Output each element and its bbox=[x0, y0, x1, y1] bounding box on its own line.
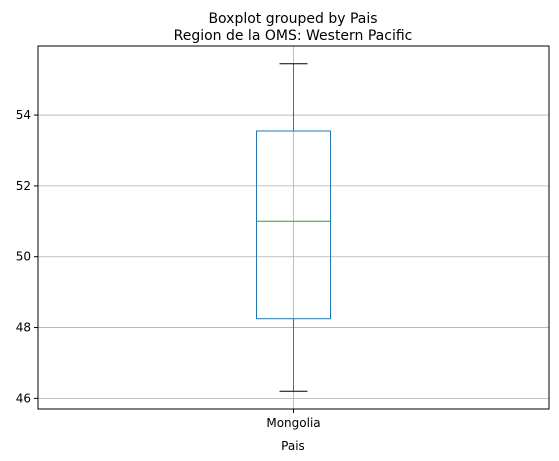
x-axis-label: Pais bbox=[281, 439, 305, 453]
chart-title: Region de la OMS: Western Pacific bbox=[174, 28, 413, 44]
y-tick-label: 46 bbox=[16, 391, 31, 405]
box-iqr bbox=[256, 130, 331, 320]
y-tick-label: 52 bbox=[16, 179, 31, 193]
y-tick-label: 54 bbox=[16, 108, 31, 122]
x-tick-label: Mongolia bbox=[266, 416, 320, 430]
y-tick-label: 48 bbox=[16, 321, 31, 335]
chart-suptitle: Boxplot grouped by Pais bbox=[208, 11, 377, 27]
y-tick-label: 50 bbox=[16, 250, 31, 264]
